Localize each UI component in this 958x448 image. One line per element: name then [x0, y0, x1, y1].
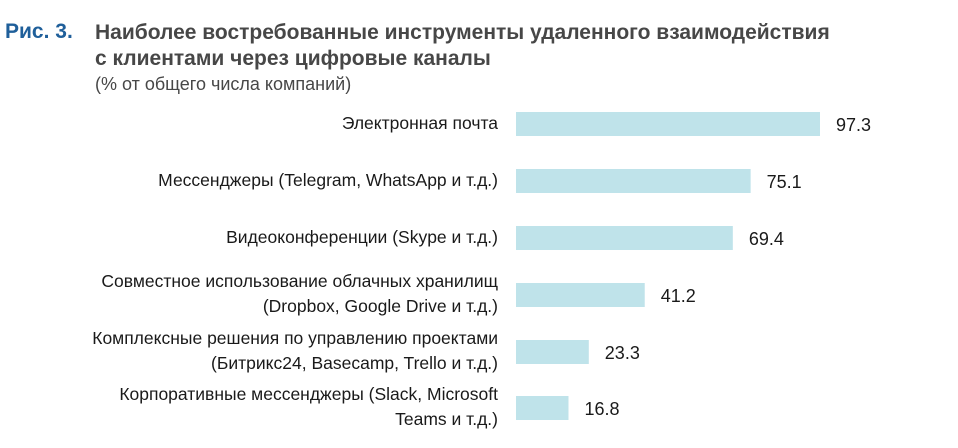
- category-label-4-line-1: Совместное использование облачных хранил…: [101, 271, 498, 291]
- bar-2: [516, 169, 751, 193]
- figure-header: Рис. 3. Наиболее востребованные инструме…: [0, 0, 958, 110]
- bar-4: [516, 283, 645, 307]
- value-label-1: 97.3: [836, 115, 871, 135]
- category-label-4-line-2: (Dropbox, Google Drive и т.д.): [262, 296, 498, 316]
- chart-title: Наиболее востребованные инструменты удал…: [95, 20, 830, 72]
- category-label-1: Электронная почта: [0, 111, 498, 136]
- category-label-5-line-2: (Битрикс24, Basecamp, Trello и т.д.): [211, 353, 498, 373]
- category-label-6-line-1: Корпоративные мессенджеры (Slack, Micros…: [119, 384, 498, 404]
- bar-1: [516, 112, 820, 136]
- chart-title-line-2: с клиентами через цифровые каналы: [95, 47, 491, 70]
- category-label-2-line-1: Мессенджеры (Telegram, WhatsApp и т.д.): [158, 169, 498, 190]
- value-label-2: 75.1: [767, 172, 802, 192]
- value-label-5: 23.3: [605, 343, 640, 363]
- bar-5: [516, 340, 589, 364]
- category-label-4: Совместное использование облачных хранил…: [0, 269, 498, 319]
- category-label-6: Корпоративные мессенджеры (Slack, Micros…: [0, 382, 498, 432]
- category-label-3: Видеоконференции (Skype и т.д.): [0, 225, 498, 250]
- category-label-3-line-1: Видеоконференции (Skype и т.д.): [226, 226, 498, 247]
- value-label-3: 69.4: [749, 229, 784, 249]
- bar-6: [516, 396, 569, 420]
- category-label-1-line-1: Электронная почта: [341, 112, 498, 133]
- chart-subtitle: (% от общего числа компаний): [95, 74, 352, 94]
- value-label-6: 16.8: [584, 399, 619, 419]
- figure-label: Рис. 3.: [5, 20, 73, 43]
- category-label-2: Мессенджеры (Telegram, WhatsApp и т.д.): [0, 168, 498, 193]
- category-label-5-line-1: Комплексные решения по управлению проект…: [92, 328, 498, 348]
- bar-3: [516, 226, 733, 250]
- category-label-5: Комплексные решения по управлению проект…: [0, 326, 498, 376]
- value-label-4: 41.2: [661, 286, 696, 306]
- chart-title-line-1: Наиболее востребованные инструменты удал…: [95, 21, 830, 44]
- category-label-6-line-2: Teams и т.д.): [395, 409, 498, 429]
